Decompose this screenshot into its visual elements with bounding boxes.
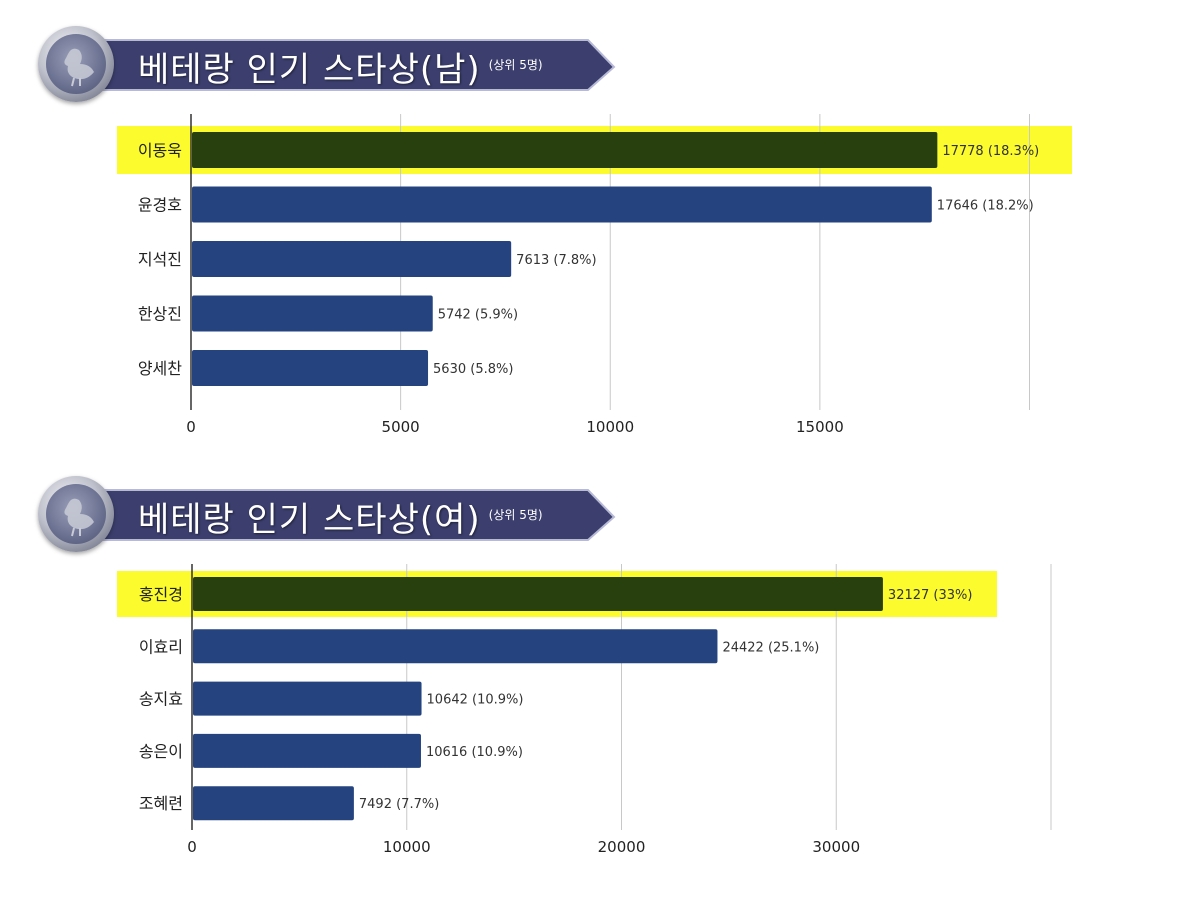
- emblem-icon: [38, 476, 114, 552]
- tick-label: 5000: [382, 418, 420, 436]
- data-label: 7492 (7.7%): [359, 797, 439, 812]
- tick-label: 0: [186, 418, 196, 436]
- category-label: 양세찬: [138, 359, 182, 378]
- category-label: 한상진: [138, 305, 182, 324]
- chart-female: 홍진경 32127 (33%) 이효리 24422 (25.1%) 송지효 10642 (…: [117, 564, 1052, 856]
- tick-label: 20000: [598, 838, 646, 856]
- data-label: 17646 (18.2%): [937, 199, 1034, 214]
- data-label: 10642 (10.9%): [427, 693, 524, 708]
- banner-female: 베테랑 인기 스타상(여) (상위 5명): [38, 476, 628, 552]
- bar: [192, 186, 932, 223]
- data-label: 24422 (25.1%): [722, 640, 819, 655]
- data-label: 17778 (18.3%): [942, 144, 1039, 159]
- data-label: 7613 (7.8%): [516, 253, 596, 268]
- bar: [193, 733, 421, 768]
- bar: [193, 786, 354, 821]
- category-label: 송은이: [139, 742, 183, 761]
- category-label: 지석진: [138, 250, 182, 269]
- banner-title: 베테랑 인기 스타상(여): [138, 500, 481, 540]
- banner-ribbon: [68, 39, 616, 91]
- category-label: 이동욱: [138, 141, 182, 160]
- bar: [193, 681, 422, 716]
- tick-label: 0: [187, 838, 197, 856]
- bar: [192, 350, 429, 386]
- banner-subtitle: (상위 5명): [488, 58, 543, 72]
- tick-label: 30000: [812, 838, 860, 856]
- bar: [192, 295, 433, 332]
- bar: [193, 629, 718, 664]
- data-label: 10616 (10.9%): [426, 745, 523, 760]
- tick-label: 10000: [383, 838, 431, 856]
- banner-male: 베테랑 인기 스타상(남) (상위 5명): [38, 26, 628, 102]
- tick-label: 10000: [586, 418, 634, 436]
- category-label: 홍진경: [139, 585, 183, 604]
- category-label: 조혜련: [139, 794, 183, 813]
- category-label: 송지효: [139, 690, 183, 709]
- banner-ribbon: [68, 489, 616, 541]
- bar: [193, 577, 883, 611]
- category-label: 윤경호: [138, 196, 182, 215]
- tick-label: 15000: [796, 418, 844, 436]
- data-label: 5742 (5.9%): [438, 308, 518, 323]
- category-label: 이효리: [139, 637, 183, 656]
- bar: [192, 241, 512, 277]
- chart-male: 이동욱 17778 (18.3%) 윤경호 17646 (18.2%) 지석진 7613 …: [117, 114, 1072, 436]
- banner-title: 베테랑 인기 스타상(남): [138, 50, 481, 90]
- bar: [192, 132, 938, 168]
- emblem-icon: [38, 26, 114, 102]
- banner-subtitle: (상위 5명): [488, 508, 543, 522]
- data-label: 5630 (5.8%): [433, 362, 513, 377]
- data-label: 32127 (33%): [888, 588, 973, 603]
